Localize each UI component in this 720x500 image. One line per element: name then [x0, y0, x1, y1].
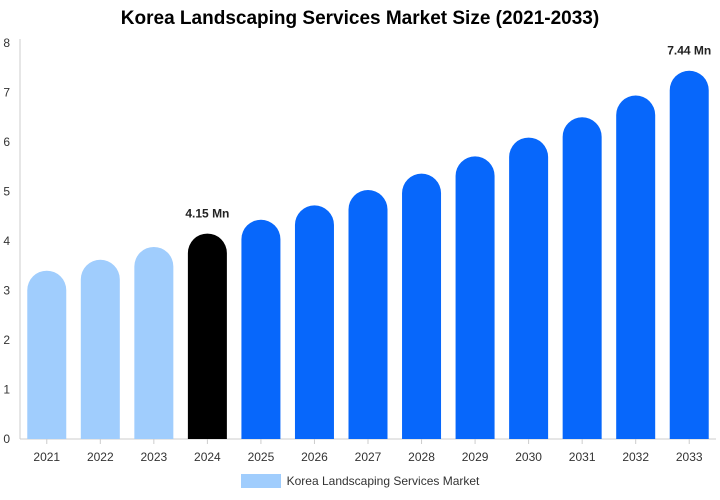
x-tick-label-2030: 2030 — [515, 450, 542, 464]
bar-2021 — [27, 270, 67, 439]
bar-2029 — [455, 156, 495, 440]
x-tick-label-2032: 2032 — [622, 450, 649, 464]
x-tick-label-2026: 2026 — [301, 450, 328, 464]
bar-2031 — [562, 117, 602, 440]
x-tick-label-2021: 2021 — [33, 450, 60, 464]
legend-swatch — [240, 474, 281, 488]
data-label-2024: 4.15 Mn — [185, 207, 229, 221]
bar-2022 — [80, 259, 120, 439]
y-tick-label: 2 — [3, 333, 10, 347]
bar-2033 — [669, 70, 709, 440]
y-tick-label: 5 — [3, 185, 10, 199]
bar-2027 — [348, 190, 388, 439]
y-tick-label: 7 — [3, 86, 10, 100]
bar-2028 — [402, 173, 442, 440]
x-tick-label-2029: 2029 — [462, 450, 489, 464]
bar-2024 — [187, 233, 227, 439]
x-tick-label-2028: 2028 — [408, 450, 435, 464]
legend-label: Korea Landscaping Services Market — [286, 474, 480, 488]
chart-title: Korea Landscaping Services Market Size (… — [120, 8, 600, 29]
y-tick-label: 8 — [3, 36, 10, 50]
y-tick-label: 3 — [3, 284, 10, 298]
y-tick-label: 1 — [3, 383, 10, 397]
bar-2025 — [241, 219, 281, 439]
x-tick-label-2033: 2033 — [676, 450, 703, 464]
x-tick-label-2025: 2025 — [248, 450, 275, 464]
y-tick-label: 0 — [3, 432, 10, 446]
bar-2023 — [134, 246, 174, 439]
x-tick-label-2031: 2031 — [569, 450, 596, 464]
bar-2032 — [616, 95, 656, 440]
x-tick-label-2023: 2023 — [140, 450, 167, 464]
y-tick-label: 6 — [3, 135, 10, 149]
x-tick-label-2024: 2024 — [194, 450, 221, 464]
bar-2026 — [294, 205, 334, 439]
x-tick-label-2027: 2027 — [355, 450, 382, 464]
data-label-2033: 7.44 Mn — [667, 44, 711, 58]
bar-2030 — [509, 137, 549, 439]
legend: Korea Landscaping Services Market — [0, 474, 720, 488]
x-tick-label-2022: 2022 — [87, 450, 114, 464]
y-tick-label: 4 — [3, 234, 10, 248]
